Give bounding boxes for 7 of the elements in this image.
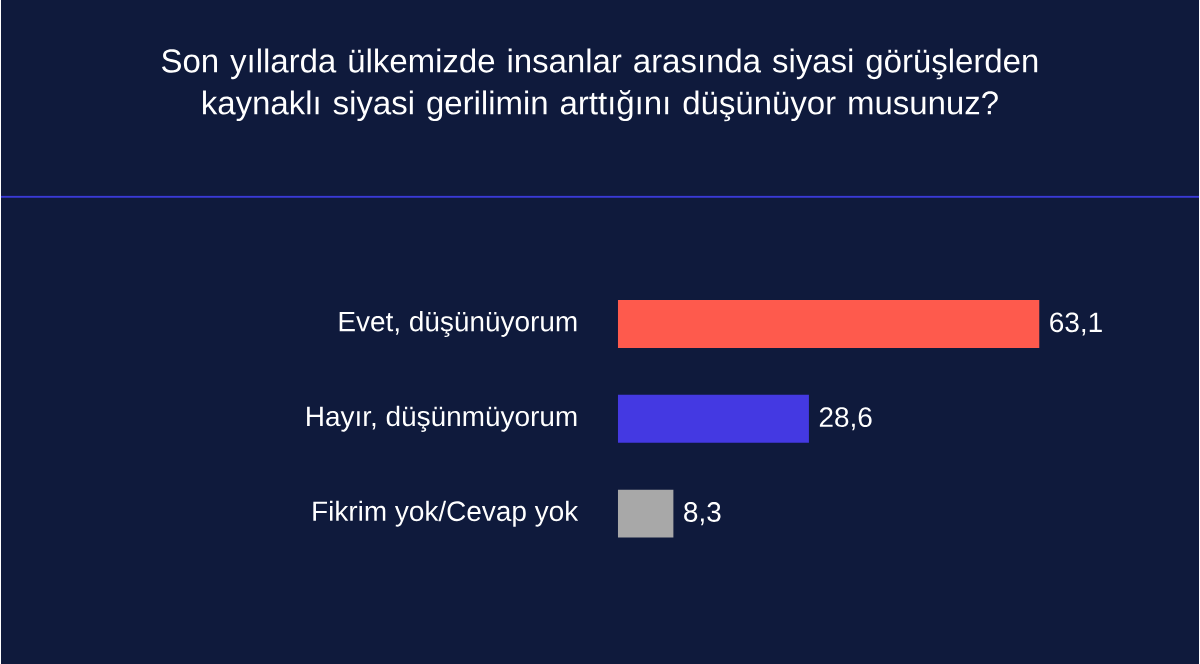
data-label: 28,6 (819, 407, 872, 431)
y-tick-label: Fikrim yok/Cevap yok (313, 500, 579, 527)
y-tick-label: Hayır, düşünmüyorum (307, 405, 577, 432)
chart-title: Son yıllarda ülkemizde insanlar arasında siyasi görüşlerden kaynaklı siyasi gerilimin arttığını düşünüyor musunuz? (162, 48, 1038, 122)
data-label: 8,3 (684, 502, 721, 526)
y-tick-label: Evet, düşünüyorum (339, 310, 577, 338)
data-label: 63,1 (1050, 312, 1102, 336)
